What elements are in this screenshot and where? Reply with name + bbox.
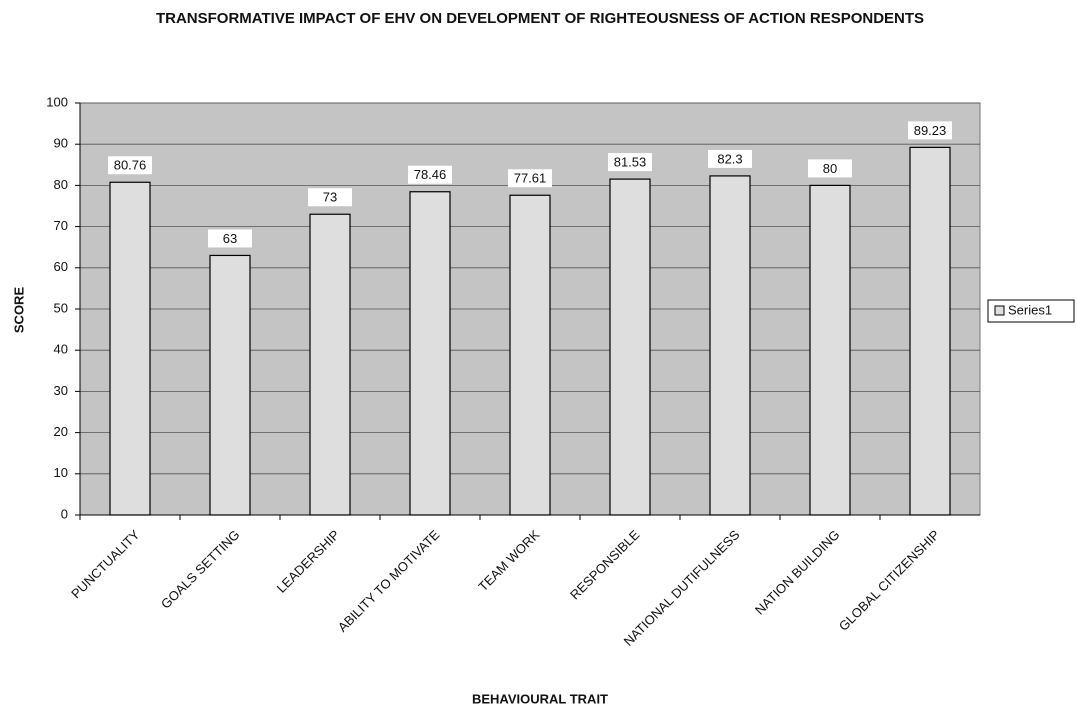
y-axis-label: SCORE xyxy=(11,287,26,334)
value-label: 77.61 xyxy=(514,171,547,186)
x-tick-label: LEADERSHIP xyxy=(274,527,343,596)
value-label: 73 xyxy=(323,190,337,205)
value-label: 81.53 xyxy=(614,155,647,170)
x-tick-label: GLOBAL CITIZENSHIP xyxy=(836,527,943,634)
value-label-bg xyxy=(708,149,752,168)
x-tick-label: NATIONAL DUTIFULNESS xyxy=(621,527,743,649)
bar xyxy=(809,184,851,516)
value-label-bg xyxy=(308,188,352,207)
bar xyxy=(409,191,451,516)
x-tick-label: NATION BUILDING xyxy=(752,527,843,618)
y-tick-label: 0 xyxy=(61,506,68,521)
y-tick-label: 30 xyxy=(54,383,68,398)
x-tick-label: PUNCTUALITY xyxy=(68,527,143,602)
y-tick-label: 100 xyxy=(46,94,68,109)
legend-box xyxy=(987,299,1075,323)
y-tick-label: 60 xyxy=(54,259,68,274)
bar xyxy=(709,175,751,516)
bar xyxy=(109,181,151,516)
value-label: 80 xyxy=(823,161,837,176)
bar xyxy=(609,178,651,516)
value-label: 63 xyxy=(223,231,237,246)
value-label-bg xyxy=(408,165,452,184)
y-tick-label: 80 xyxy=(54,177,68,192)
legend-swatch xyxy=(994,305,1005,316)
value-label: 78.46 xyxy=(414,167,447,182)
value-label-bg xyxy=(208,229,252,248)
x-tick-label: GOALS SETTING xyxy=(158,527,243,612)
y-tick-label: 40 xyxy=(54,342,68,357)
value-label: 80.76 xyxy=(114,158,147,173)
bar xyxy=(309,213,351,516)
bar xyxy=(509,194,551,516)
legend-label: Series1 xyxy=(1008,302,1052,317)
y-tick-label: 90 xyxy=(54,136,68,151)
y-tick-label: 10 xyxy=(54,465,68,480)
y-tick-label: 20 xyxy=(54,424,68,439)
x-tick-label: TEAM WORK xyxy=(475,527,543,595)
value-label-bg xyxy=(908,121,952,140)
x-tick-label: ABILITY TO MOTIVATE xyxy=(335,527,443,635)
value-label: 89.23 xyxy=(914,123,947,138)
value-label: 82.3 xyxy=(717,151,742,166)
chart-title: TRANSFORMATIVE IMPACT OF EHV ON DEVELOPM… xyxy=(155,10,925,27)
x-axis-label: BEHAVIOURAL TRAIT xyxy=(472,691,608,706)
value-label-bg xyxy=(108,156,152,175)
y-tick-label: 70 xyxy=(54,218,68,233)
value-label-bg xyxy=(508,169,552,188)
bar xyxy=(209,254,251,516)
value-label-bg xyxy=(608,153,652,172)
x-tick-label: RESPONSIBLE xyxy=(567,527,643,603)
bar xyxy=(909,146,951,516)
value-label-bg xyxy=(808,159,852,178)
y-tick-label: 50 xyxy=(54,300,68,315)
